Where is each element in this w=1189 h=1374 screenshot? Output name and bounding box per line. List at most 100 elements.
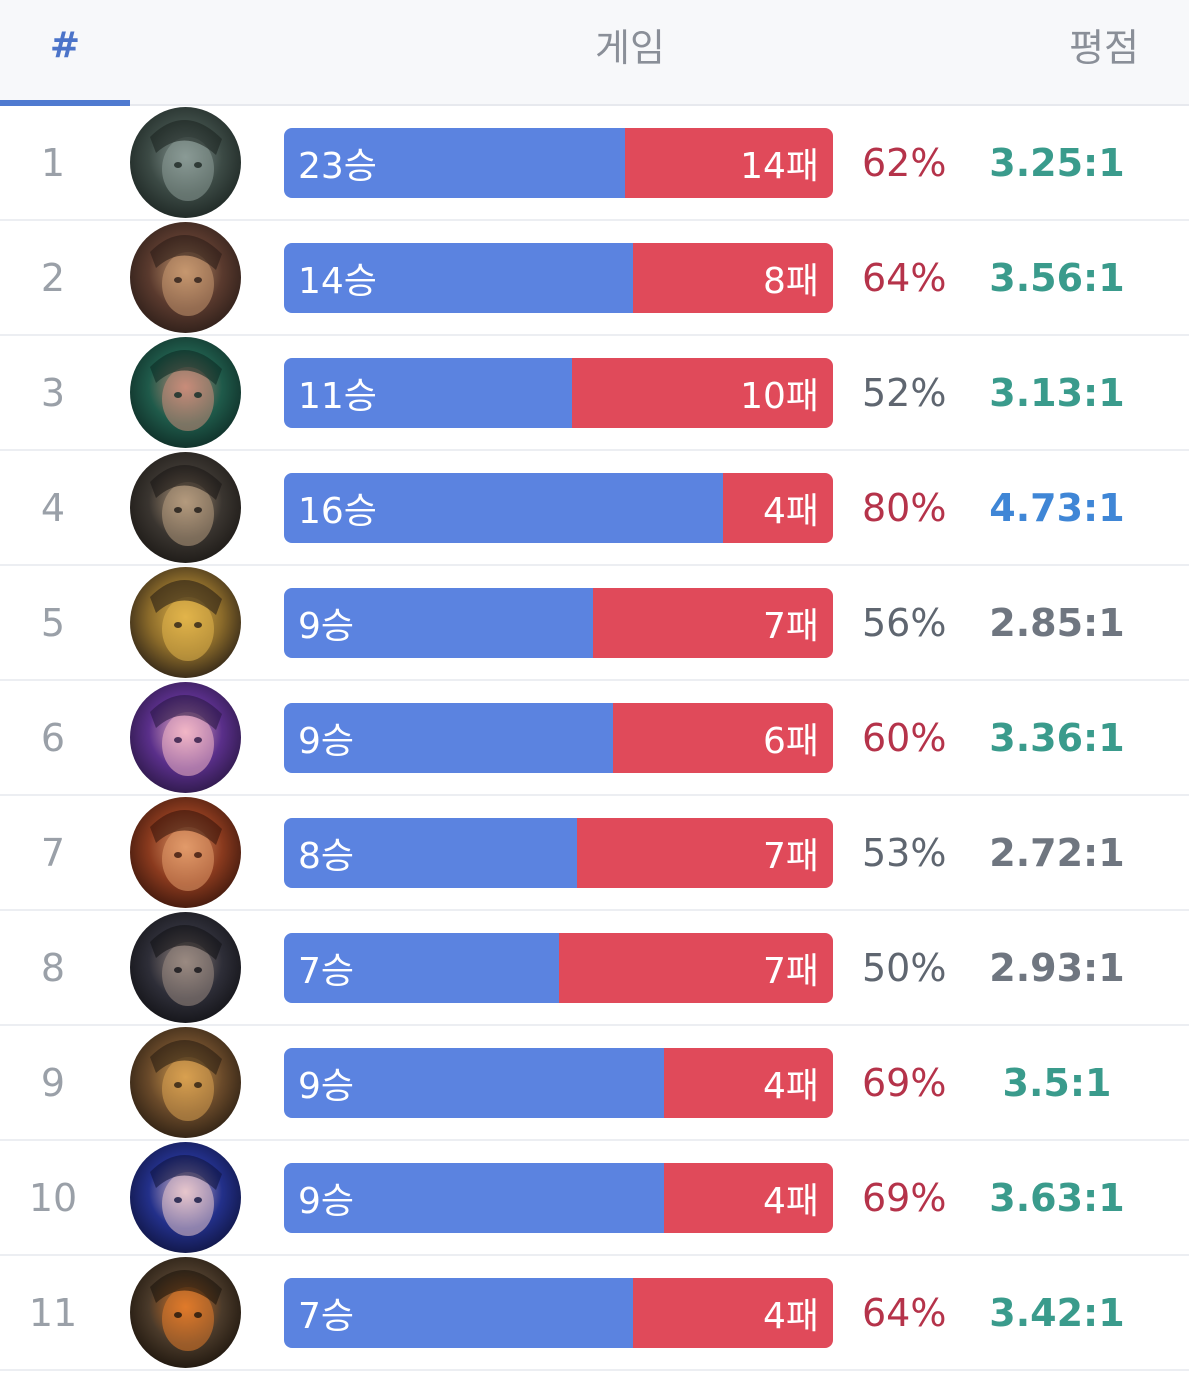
game-column-header[interactable]: 게임 xyxy=(595,25,665,70)
losses-label: 4패 xyxy=(762,1181,819,1222)
table-row[interactable]: 7 8승 7패 xyxy=(0,796,1189,911)
losses-label: 7패 xyxy=(762,606,819,647)
wins-segment: 9승 xyxy=(284,1163,665,1233)
wins-segment: 23승 xyxy=(284,128,626,198)
winrate-value: 64% xyxy=(862,1290,947,1335)
losses-label: 4패 xyxy=(762,1066,819,1107)
losses-segment: 4패 xyxy=(633,1278,833,1348)
champion-portrait-icon[interactable] xyxy=(130,567,241,678)
wins-segment: 16승 xyxy=(284,473,724,543)
wins-segment: 9승 xyxy=(284,1048,665,1118)
losses-label: 4패 xyxy=(762,1296,819,1337)
champion-portrait-icon[interactable] xyxy=(130,337,241,448)
losses-label: 6패 xyxy=(762,721,819,762)
kda-value: 3.36:1 xyxy=(989,715,1125,760)
rank-number: 1 xyxy=(40,140,66,185)
losses-label: 10패 xyxy=(740,376,819,417)
wins-segment: 14승 xyxy=(284,243,634,313)
winrate-value: 50% xyxy=(862,945,947,990)
wins-segment: 9승 xyxy=(284,703,614,773)
wins-label: 9승 xyxy=(298,1181,355,1222)
losses-segment: 4패 xyxy=(664,1163,833,1233)
winrate-value: 69% xyxy=(862,1175,947,1220)
losses-label: 7패 xyxy=(762,836,819,877)
win-loss-bar: 11승 10패 xyxy=(284,358,833,428)
winrate-value: 56% xyxy=(862,600,947,645)
wins-label: 11승 xyxy=(298,376,377,417)
kda-value: 2.93:1 xyxy=(989,945,1125,990)
win-loss-bar: 23승 14패 xyxy=(284,128,833,198)
table-row[interactable]: 11 7승 4패 xyxy=(0,1256,1189,1371)
losses-label: 4패 xyxy=(762,491,819,532)
win-loss-bar: 9승 4패 xyxy=(284,1163,833,1233)
kda-value: 3.42:1 xyxy=(989,1290,1125,1335)
kda-value: 4.73:1 xyxy=(989,485,1125,530)
losses-segment: 14패 xyxy=(625,128,833,198)
losses-segment: 4패 xyxy=(723,473,833,543)
wins-label: 23승 xyxy=(298,146,377,187)
table-row[interactable]: 8 7승 7패 xyxy=(0,911,1189,1026)
table-row[interactable]: 2 14승 8패 xyxy=(0,221,1189,336)
win-loss-bar: 9승 4패 xyxy=(284,1048,833,1118)
wins-label: 7승 xyxy=(298,1296,355,1337)
losses-segment: 7패 xyxy=(558,933,833,1003)
table-row[interactable]: 10 9승 4패 xyxy=(0,1141,1189,1256)
champion-portrait-icon[interactable] xyxy=(130,107,241,218)
table-row[interactable]: 3 11승 10패 xyxy=(0,336,1189,451)
losses-segment: 7패 xyxy=(576,818,833,888)
losses-label: 7패 xyxy=(762,951,819,992)
wins-label: 16승 xyxy=(298,491,377,532)
table-row[interactable]: 6 9승 6패 xyxy=(0,681,1189,796)
losses-segment: 8패 xyxy=(633,243,833,313)
champion-portrait-icon[interactable] xyxy=(130,1142,241,1253)
table-row[interactable]: 4 16승 4패 xyxy=(0,451,1189,566)
winrate-value: 64% xyxy=(862,255,947,300)
rank-column-header[interactable]: # xyxy=(49,24,81,66)
wins-label: 8승 xyxy=(298,836,355,877)
active-sort-indicator xyxy=(0,100,130,106)
win-loss-bar: 9승 6패 xyxy=(284,703,833,773)
losses-label: 14패 xyxy=(740,146,819,187)
wins-segment: 7승 xyxy=(284,1278,634,1348)
kda-value: 3.63:1 xyxy=(989,1175,1125,1220)
champion-portrait-icon[interactable] xyxy=(130,452,241,563)
rank-number: 3 xyxy=(40,370,66,415)
wins-segment: 7승 xyxy=(284,933,559,1003)
rank-number: 7 xyxy=(40,830,66,875)
kda-value: 2.72:1 xyxy=(989,830,1125,875)
champion-portrait-icon[interactable] xyxy=(130,1027,241,1138)
wins-label: 9승 xyxy=(298,721,355,762)
winrate-value: 80% xyxy=(862,485,947,530)
kda-column-header[interactable]: 평점 xyxy=(1069,25,1139,70)
win-loss-bar: 14승 8패 xyxy=(284,243,833,313)
losses-segment: 7패 xyxy=(592,588,833,658)
losses-segment: 10패 xyxy=(571,358,833,428)
rank-number: 9 xyxy=(40,1060,66,1105)
losses-segment: 4패 xyxy=(664,1048,833,1118)
rank-number: 8 xyxy=(40,945,66,990)
champion-portrait-icon[interactable] xyxy=(130,912,241,1023)
winrate-value: 69% xyxy=(862,1060,947,1105)
table-row[interactable]: 1 23승 14패 xyxy=(0,106,1189,221)
table-row[interactable]: 9 9승 4패 xyxy=(0,1026,1189,1141)
champion-portrait-icon[interactable] xyxy=(130,222,241,333)
wins-label: 7승 xyxy=(298,951,355,992)
champion-portrait-icon[interactable] xyxy=(130,797,241,908)
win-loss-bar: 16승 4패 xyxy=(284,473,833,543)
table-header: # 게임 평점 xyxy=(0,0,1189,106)
kda-value: 3.25:1 xyxy=(989,140,1125,185)
kda-value: 3.13:1 xyxy=(989,370,1125,415)
champion-portrait-icon[interactable] xyxy=(130,682,241,793)
losses-label: 8패 xyxy=(762,261,819,302)
table-row[interactable]: 5 9승 7패 xyxy=(0,566,1189,681)
wins-segment: 9승 xyxy=(284,588,593,658)
wins-segment: 11승 xyxy=(284,358,572,428)
winrate-value: 53% xyxy=(862,830,947,875)
rank-number: 11 xyxy=(28,1290,78,1335)
losses-segment: 6패 xyxy=(613,703,833,773)
champion-portrait-icon[interactable] xyxy=(130,1257,241,1368)
rank-number: 10 xyxy=(28,1175,78,1220)
champion-stats-list: 1 23승 14패 xyxy=(0,106,1189,1371)
win-loss-bar: 8승 7패 xyxy=(284,818,833,888)
winrate-value: 62% xyxy=(862,140,947,185)
